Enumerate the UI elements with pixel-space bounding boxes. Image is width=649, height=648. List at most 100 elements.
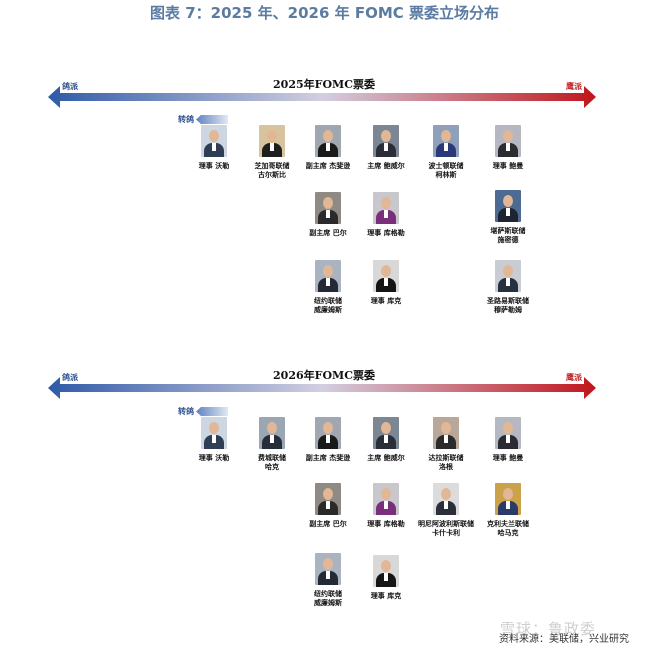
turn-dove-label: 转鸽: [178, 115, 194, 124]
caption-line: 理事 库克: [370, 296, 402, 305]
member-caption: 副主席 杰斐逊: [296, 453, 360, 462]
caption-line: 费城联储: [258, 453, 286, 462]
caption-line: 明尼阿波利斯联储: [418, 519, 474, 528]
member-caption: 纽约联储 威廉姆斯: [296, 589, 360, 607]
caption-line: 波士顿联储: [428, 161, 464, 170]
hawk-label: 鹰派: [566, 373, 582, 382]
caption-line: 理事 鲍曼: [492, 453, 524, 462]
member-card: 副主席 杰斐逊: [296, 417, 360, 462]
caption-line: 克利夫兰联储: [487, 519, 529, 528]
portrait-photo: [433, 125, 459, 157]
section-2025: 2025年FOMC票委 鸽派 鹰派 转鸽 理事 沃勒 芝加哥联储 古尔斯比 副主席 杰…: [0, 0, 649, 320]
caption-line: 卡什卡利: [432, 528, 460, 537]
caption-line: 副主席 巴尔: [309, 519, 347, 528]
stance-axis-arrow: [48, 377, 596, 399]
member-card: 克利夫兰联储 哈马克: [476, 483, 540, 537]
member-card: 堪萨斯联储 施密德: [476, 190, 540, 244]
member-card: 理事 鲍曼: [476, 417, 540, 462]
member-card: 纽约联储 威廉姆斯: [296, 553, 360, 607]
caption-line: 威廉姆斯: [314, 598, 342, 607]
dove-label: 鸽派: [62, 373, 78, 382]
caption-line: 达拉斯联储: [428, 453, 464, 462]
caption-line: 主席 鲍威尔: [367, 161, 405, 170]
portrait-photo: [259, 417, 285, 449]
caption-line: 洛根: [439, 462, 453, 471]
caption-line: 哈克: [265, 462, 279, 471]
member-card: 副主席 巴尔: [296, 483, 360, 528]
caption-line: 纽约联储: [314, 589, 342, 598]
member-card: 芝加哥联储 古尔斯比: [240, 125, 304, 179]
member-caption: 克利夫兰联储 哈马克: [476, 519, 540, 537]
member-card: 理事 库克: [354, 260, 418, 305]
portrait-photo: [433, 417, 459, 449]
member-caption: 费城联储 哈克: [240, 453, 304, 471]
caption-line: 芝加哥联储: [254, 161, 290, 170]
member-card: 理事 沃勒: [182, 125, 246, 170]
member-caption: 理事 库克: [354, 296, 418, 305]
member-caption: 理事 沃勒: [182, 453, 246, 462]
member-card: 明尼阿波利斯联储 卡什卡利: [414, 483, 478, 537]
axis-title: 2026年FOMC票委: [273, 369, 375, 382]
member-card: 理事 库格勒: [354, 192, 418, 237]
caption-line: 哈马克: [497, 528, 519, 537]
caption-line: 理事 沃勒: [198, 453, 230, 462]
member-caption: 波士顿联储 柯林斯: [414, 161, 478, 179]
caption-line: 古尔斯比: [258, 170, 286, 179]
caption-line: 副主席 杰斐逊: [305, 453, 351, 462]
portrait-photo: [315, 417, 341, 449]
member-caption: 副主席 杰斐逊: [296, 161, 360, 170]
caption-line: 副主席 巴尔: [309, 228, 347, 237]
caption-line: 威廉姆斯: [314, 305, 342, 314]
caption-line: 理事 库克: [370, 591, 402, 600]
member-caption: 理事 库格勒: [354, 519, 418, 528]
member-caption: 理事 鲍曼: [476, 453, 540, 462]
portrait-photo: [433, 483, 459, 515]
portrait-photo: [201, 125, 227, 157]
member-caption: 芝加哥联储 古尔斯比: [240, 161, 304, 179]
portrait-photo: [373, 192, 399, 224]
member-caption: 理事 库克: [354, 591, 418, 600]
caption-line: 理事 鲍曼: [492, 161, 524, 170]
member-card: 费城联储 哈克: [240, 417, 304, 471]
member-caption: 主席 鲍威尔: [354, 161, 418, 170]
hawk-label: 鹰派: [566, 82, 582, 91]
portrait-photo: [495, 190, 521, 222]
caption-line: 柯林斯: [435, 170, 457, 179]
member-card: 达拉斯联储 洛根: [414, 417, 478, 471]
portrait-photo: [373, 417, 399, 449]
portrait-photo: [315, 192, 341, 224]
caption-line: 理事 库格勒: [367, 228, 405, 237]
portrait-photo: [495, 125, 521, 157]
portrait-photo: [315, 483, 341, 515]
caption-line: 纽约联储: [314, 296, 342, 305]
portrait-photo: [315, 260, 341, 292]
portrait-photo: [373, 555, 399, 587]
caption-line: 穆萨勒姆: [494, 305, 522, 314]
portrait-photo: [201, 417, 227, 449]
member-caption: 主席 鲍威尔: [354, 453, 418, 462]
member-caption: 副主席 巴尔: [296, 228, 360, 237]
stance-axis-arrow: [48, 86, 596, 108]
caption-line: 圣路易斯联储: [487, 296, 529, 305]
portrait-photo: [495, 417, 521, 449]
member-caption: 纽约联储 威廉姆斯: [296, 296, 360, 314]
portrait-photo: [373, 260, 399, 292]
member-card: 理事 鲍曼: [476, 125, 540, 170]
portrait-photo: [495, 483, 521, 515]
member-card: 圣路易斯联储 穆萨勒姆: [476, 260, 540, 314]
member-card: 理事 库格勒: [354, 483, 418, 528]
member-card: 理事 库克: [354, 555, 418, 600]
member-card: 副主席 杰斐逊: [296, 125, 360, 170]
axis-title: 2025年FOMC票委: [273, 78, 375, 91]
source-footer: 资料来源：美联储，兴业研究: [499, 634, 629, 645]
caption-line: 副主席 杰斐逊: [305, 161, 351, 170]
member-caption: 理事 沃勒: [182, 161, 246, 170]
member-card: 主席 鲍威尔: [354, 417, 418, 462]
watermark: 雪球：鲁政委: [500, 620, 597, 638]
member-card: 纽约联储 威廉姆斯: [296, 260, 360, 314]
member-caption: 明尼阿波利斯联储 卡什卡利: [414, 519, 478, 537]
member-caption: 理事 库格勒: [354, 228, 418, 237]
caption-line: 主席 鲍威尔: [367, 453, 405, 462]
portrait-photo: [315, 125, 341, 157]
